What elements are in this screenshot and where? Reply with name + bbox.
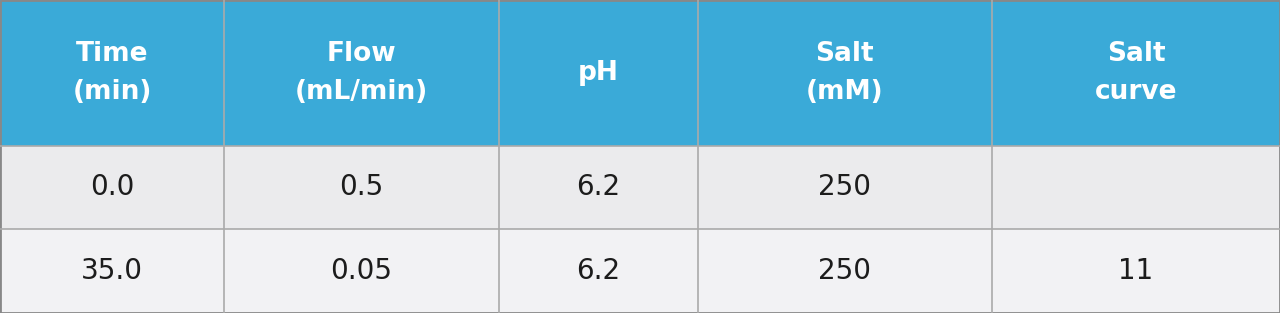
Text: 250: 250 [818, 173, 872, 201]
Bar [499, 0, 698, 146]
Bar [992, 146, 1280, 229]
Text: 250: 250 [818, 257, 872, 285]
Text: Salt
(mM): Salt (mM) [806, 41, 883, 105]
Bar [0, 229, 224, 313]
Text: Time
(min): Time (min) [72, 41, 152, 105]
Bar [0, 146, 224, 229]
Bar [224, 146, 499, 229]
Bar [224, 229, 499, 313]
Bar [499, 229, 698, 313]
Bar [0, 0, 224, 146]
Bar [992, 229, 1280, 313]
Text: 6.2: 6.2 [576, 257, 621, 285]
Text: 6.2: 6.2 [576, 173, 621, 201]
Text: 0.05: 0.05 [330, 257, 393, 285]
Bar [698, 0, 992, 146]
Text: Flow
(mL/min): Flow (mL/min) [294, 41, 429, 105]
Bar [698, 146, 992, 229]
Text: 11: 11 [1119, 257, 1153, 285]
Text: Salt
curve: Salt curve [1094, 41, 1178, 105]
Bar [499, 146, 698, 229]
Bar [992, 0, 1280, 146]
Text: 0.5: 0.5 [339, 173, 384, 201]
Text: pH: pH [579, 60, 618, 86]
Bar [224, 0, 499, 146]
Text: 0.0: 0.0 [90, 173, 134, 201]
Text: 35.0: 35.0 [81, 257, 143, 285]
Bar [698, 229, 992, 313]
